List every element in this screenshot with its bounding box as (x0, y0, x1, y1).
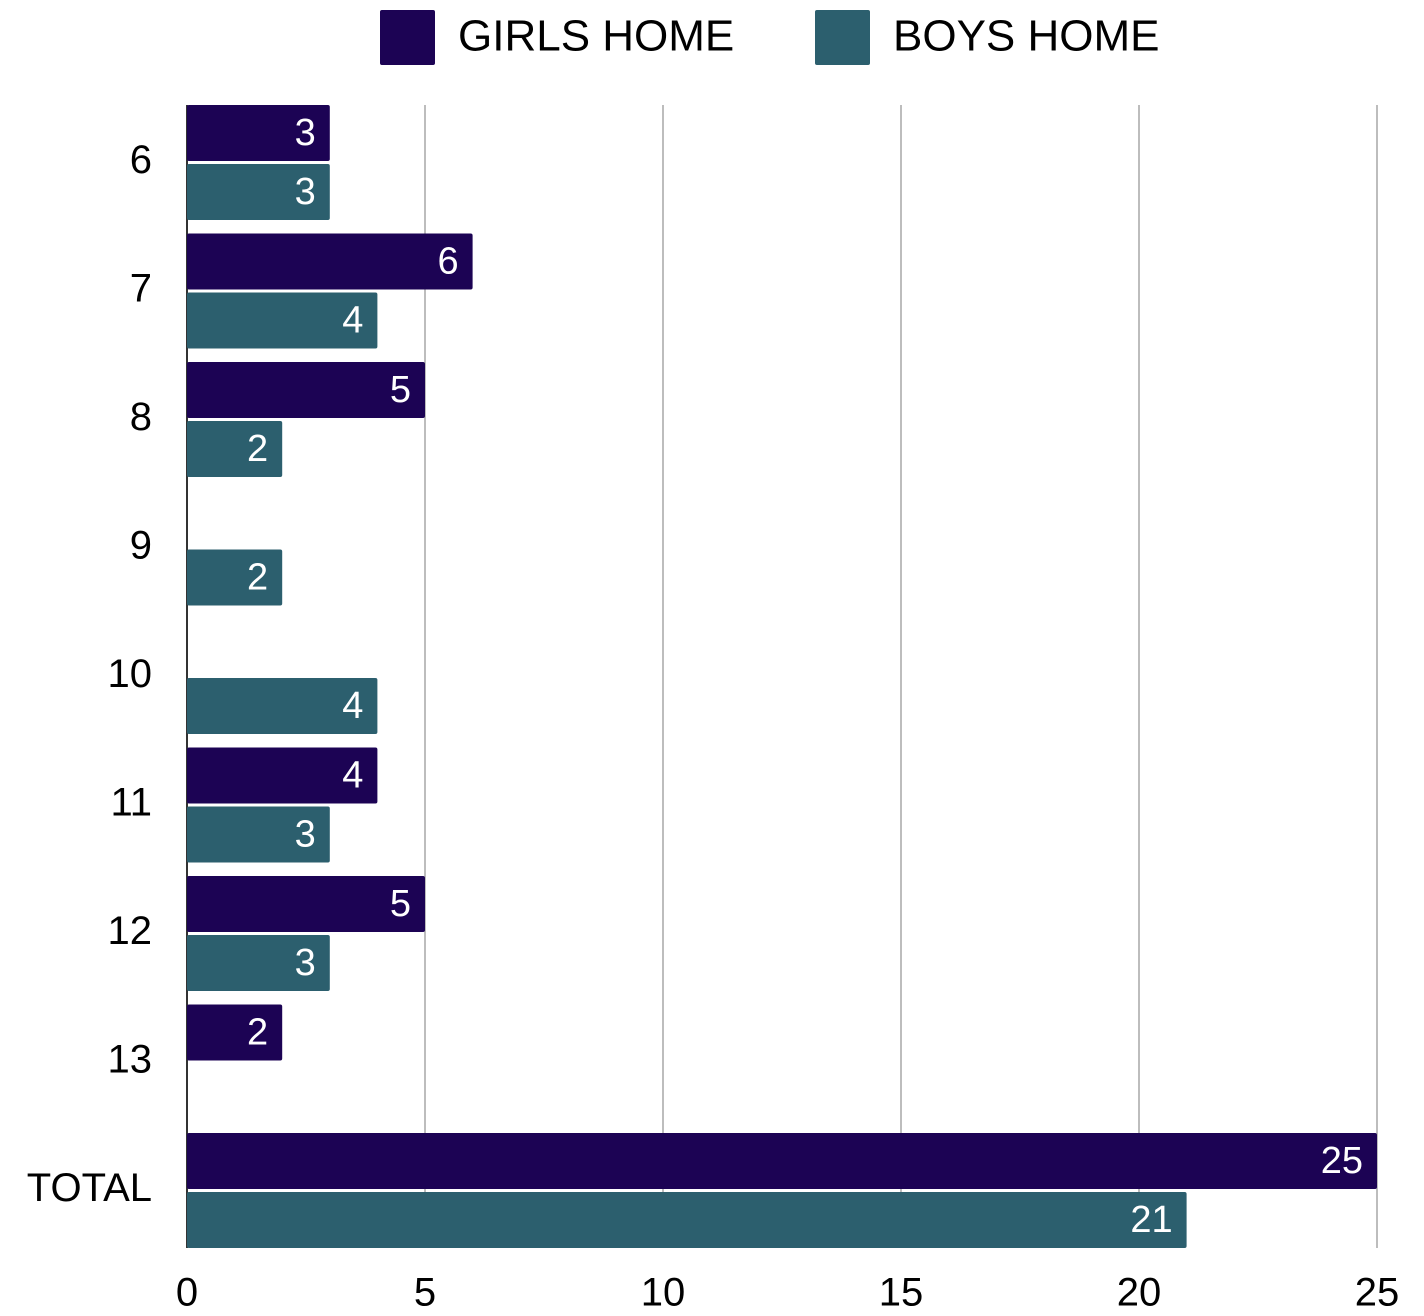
value-label: 3 (295, 171, 316, 213)
value-label: 3 (295, 112, 316, 154)
value-label: 3 (295, 814, 316, 856)
bar (187, 678, 378, 734)
x-tick-label: 0 (176, 1271, 198, 1315)
value-label: 2 (247, 1012, 268, 1054)
bar (187, 164, 330, 220)
bar (187, 1133, 1377, 1189)
legend-label: GIRLS HOME (458, 12, 734, 61)
value-label: 21 (1130, 1199, 1172, 1241)
value-label: 6 (437, 241, 458, 283)
legend-swatch (380, 10, 435, 65)
value-label: 4 (342, 300, 363, 342)
bar (187, 876, 425, 932)
y-tick-label: 9 (130, 524, 152, 568)
value-label: 2 (247, 428, 268, 470)
bar (187, 806, 330, 863)
y-tick-label: 6 (130, 138, 152, 182)
bar (187, 292, 378, 349)
value-label: 5 (390, 369, 411, 411)
y-tick-label: 11 (110, 781, 152, 825)
bar (187, 421, 283, 477)
value-label: 4 (342, 685, 363, 727)
y-tick-label: 8 (130, 395, 152, 439)
y-tick-label: TOTAL (27, 1166, 152, 1210)
value-label: 2 (247, 557, 268, 599)
y-tick-label: 7 (130, 267, 152, 311)
bar (187, 233, 473, 290)
bar (187, 935, 330, 991)
value-label: 4 (342, 755, 363, 797)
x-tick-label: 15 (879, 1271, 924, 1315)
x-tick-label: 5 (414, 1271, 436, 1315)
y-tick-label: 10 (108, 652, 153, 696)
value-label: 25 (1321, 1140, 1363, 1182)
value-label: 5 (390, 883, 411, 925)
bar (187, 105, 330, 161)
legend-label: BOYS HOME (893, 12, 1160, 61)
bar (187, 1004, 283, 1061)
bar (187, 549, 283, 606)
x-tick-label: 10 (641, 1271, 686, 1315)
bar (187, 362, 425, 418)
y-tick-label: 13 (108, 1038, 153, 1082)
y-tick-label: 12 (108, 909, 153, 953)
bar (187, 747, 378, 804)
bar (187, 1192, 1187, 1248)
x-tick-label: 20 (1117, 1271, 1162, 1315)
value-label: 3 (295, 942, 316, 984)
legend-swatch (815, 10, 870, 65)
x-tick-label: 25 (1355, 1271, 1400, 1315)
